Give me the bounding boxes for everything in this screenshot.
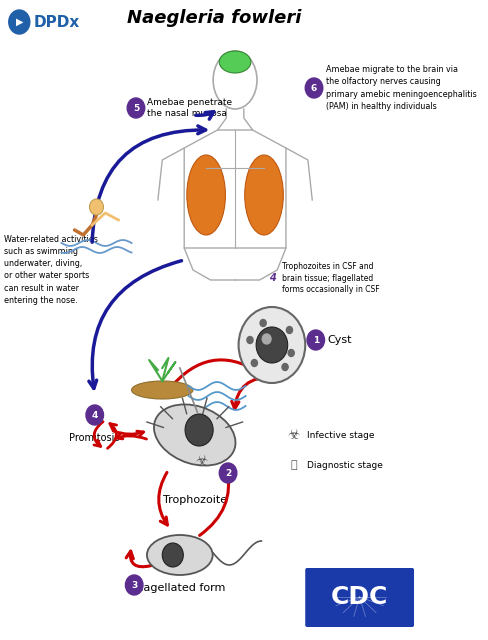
Circle shape bbox=[251, 360, 257, 367]
Circle shape bbox=[306, 330, 324, 350]
Circle shape bbox=[125, 575, 142, 595]
Circle shape bbox=[162, 543, 183, 567]
Ellipse shape bbox=[186, 155, 225, 235]
Text: Amebae migrate to the brain via
the olfactory nerves causing
primary amebic meni: Amebae migrate to the brain via the olfa… bbox=[325, 65, 476, 111]
Ellipse shape bbox=[154, 404, 235, 465]
Circle shape bbox=[127, 98, 144, 118]
Circle shape bbox=[89, 199, 103, 215]
Ellipse shape bbox=[131, 381, 193, 399]
Circle shape bbox=[287, 349, 294, 356]
Circle shape bbox=[86, 405, 103, 425]
Circle shape bbox=[260, 319, 265, 326]
Text: ▶: ▶ bbox=[16, 17, 23, 27]
Circle shape bbox=[282, 364, 287, 371]
Circle shape bbox=[219, 463, 236, 483]
Circle shape bbox=[256, 327, 287, 363]
Text: Cyst: Cyst bbox=[326, 335, 351, 345]
Circle shape bbox=[238, 307, 305, 383]
Circle shape bbox=[286, 326, 292, 333]
Text: 🏴: 🏴 bbox=[290, 460, 297, 470]
Text: Naegleria fowleri: Naegleria fowleri bbox=[126, 9, 301, 27]
Text: 4: 4 bbox=[268, 273, 275, 283]
Circle shape bbox=[262, 334, 270, 344]
FancyBboxPatch shape bbox=[305, 568, 413, 627]
Circle shape bbox=[305, 78, 322, 98]
Ellipse shape bbox=[219, 51, 250, 73]
Text: Diagnostic stage: Diagnostic stage bbox=[306, 461, 382, 470]
Text: CDC: CDC bbox=[330, 585, 387, 609]
Circle shape bbox=[246, 337, 252, 344]
Text: Trophozoites in CSF and
brain tissue; flagellated
forms occasionally in CSF: Trophozoites in CSF and brain tissue; fl… bbox=[282, 262, 379, 294]
Circle shape bbox=[184, 414, 213, 446]
Text: Promitosis: Promitosis bbox=[69, 433, 120, 443]
Text: 2: 2 bbox=[224, 468, 231, 477]
Text: 6: 6 bbox=[310, 83, 317, 93]
Text: 3: 3 bbox=[131, 580, 137, 589]
Text: Trophozoite: Trophozoite bbox=[163, 495, 226, 505]
Text: Amebae penetrate
the nasal mucosa: Amebae penetrate the nasal mucosa bbox=[147, 98, 232, 118]
Text: Infective stage: Infective stage bbox=[306, 431, 374, 440]
Text: DPDx: DPDx bbox=[33, 15, 80, 29]
Text: 5: 5 bbox=[133, 104, 139, 113]
Text: 1: 1 bbox=[312, 335, 318, 344]
Circle shape bbox=[9, 10, 30, 34]
Text: ☣: ☣ bbox=[195, 454, 207, 468]
Text: ☣: ☣ bbox=[287, 428, 300, 442]
Text: Water-related activities
such as swimming
underwater, diving,
or other water spo: Water-related activities such as swimmin… bbox=[4, 235, 98, 305]
Text: Flagellated form: Flagellated form bbox=[134, 583, 225, 593]
Ellipse shape bbox=[244, 155, 283, 235]
Text: 4: 4 bbox=[91, 410, 98, 419]
Ellipse shape bbox=[146, 535, 212, 575]
